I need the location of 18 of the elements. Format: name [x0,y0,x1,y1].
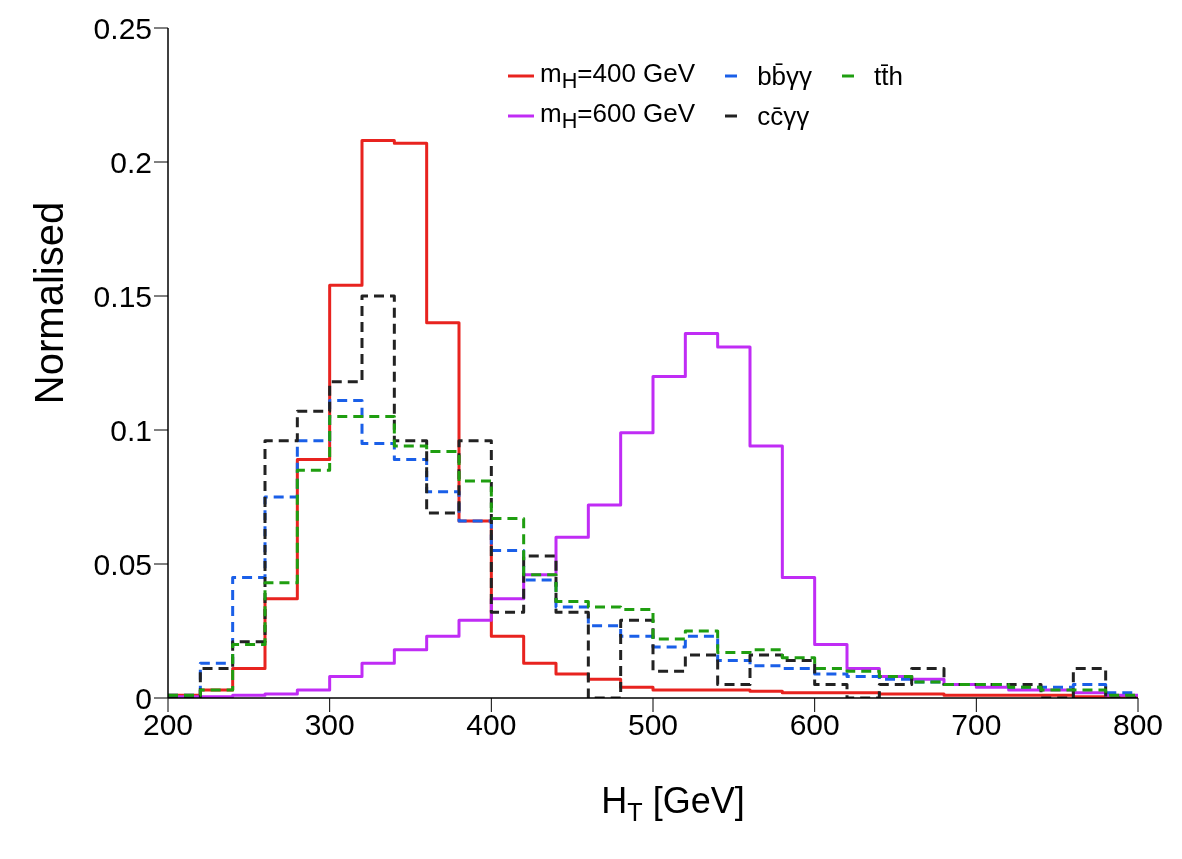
x-tick-label: 600 [789,708,840,742]
legend-label: m$_{H}$=400 GeV [540,58,696,95]
legend-label: m$_{H}$=600 GeV [540,98,696,135]
y-tick-label: 0.15 [93,279,152,313]
x-tick-label: 300 [304,708,355,742]
x-tick-label: 800 [1112,708,1164,742]
y-tick-label: 0.2 [110,145,152,179]
x-axis-title: H$_{T}$ [GeV] [601,780,745,826]
y-tick-label: 0.25 [93,11,152,45]
legend-label: cc̄γγ [757,100,810,132]
x-tick-label: 400 [466,708,517,742]
y-tick-label: 0.1 [110,413,152,447]
x-tick-label: 500 [627,708,679,742]
y-axis-title: Normalised [27,201,71,405]
y-tick-label: 0.05 [93,547,152,581]
legend-label: tt̄h [874,60,903,92]
legend-label: bb̄γγ [757,60,813,92]
x-tick-label: 700 [951,708,1002,742]
